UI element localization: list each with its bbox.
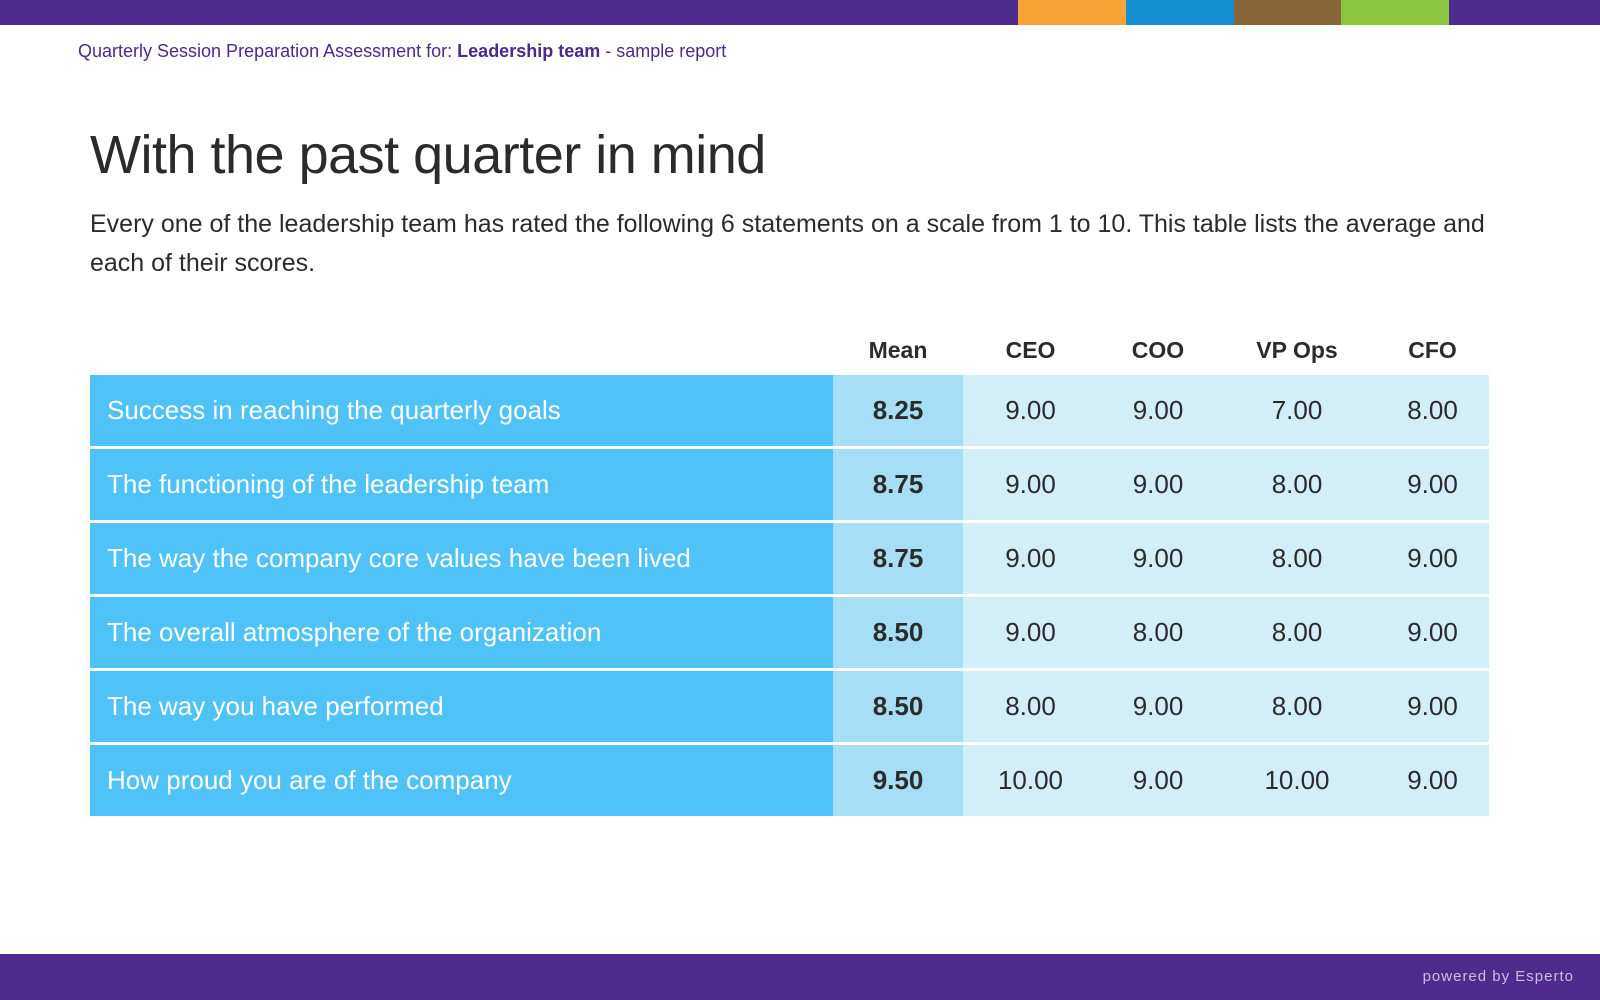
mean-cell: 9.50 <box>833 745 963 816</box>
coo-score-cell: 9.00 <box>1098 671 1218 742</box>
mean-cell: 8.50 <box>833 597 963 668</box>
table-row: The functioning of the leadership team 8… <box>90 449 1489 520</box>
top-bar-segment-purple <box>0 0 1018 25</box>
statement-cell: The functioning of the leadership team <box>90 449 833 520</box>
column-header-coo: COO <box>1131 336 1185 363</box>
top-bar-segment-blue <box>1126 0 1234 25</box>
statement-cell: The way you have performed <box>90 671 833 742</box>
statement-cell: The way the company core values have bee… <box>90 523 833 594</box>
vp-ops-score-cell: 10.00 <box>1218 745 1376 816</box>
header-suffix: - sample report <box>600 41 727 61</box>
coo-score-cell: 9.00 <box>1098 523 1218 594</box>
cfo-score-cell: 8.00 <box>1376 375 1489 446</box>
header-team-name: Leadership team <box>457 41 601 61</box>
column-header-cfo: CFO <box>1408 336 1457 363</box>
cfo-score-cell: 9.00 <box>1376 671 1489 742</box>
page-title: With the past quarter in mind <box>90 125 766 185</box>
ceo-score-cell: 9.00 <box>963 597 1098 668</box>
footer-bar: powered by Esperto <box>0 954 1600 1000</box>
column-header-mean: Mean <box>868 336 928 363</box>
table-header-row: Mean CEO COO VP Ops CFO <box>90 325 1489 375</box>
cfo-score-cell: 9.00 <box>1376 745 1489 816</box>
coo-score-cell: 9.00 <box>1098 375 1218 446</box>
cfo-score-cell: 9.00 <box>1376 597 1489 668</box>
column-header-vp-ops: VP Ops <box>1256 336 1338 363</box>
header-prefix: Quarterly Session Preparation Assessment… <box>78 41 458 61</box>
vp-ops-score-cell: 7.00 <box>1218 375 1376 446</box>
statement-cell: The overall atmosphere of the organizati… <box>90 597 833 668</box>
vp-ops-score-cell: 8.00 <box>1218 523 1376 594</box>
cfo-score-cell: 9.00 <box>1376 449 1489 520</box>
vp-ops-score-cell: 8.00 <box>1218 597 1376 668</box>
ceo-score-cell: 8.00 <box>963 671 1098 742</box>
coo-score-cell: 9.00 <box>1098 745 1218 816</box>
ceo-score-cell: 10.00 <box>963 745 1098 816</box>
ceo-score-cell: 9.00 <box>963 375 1098 446</box>
top-bar-segment-purple-end <box>1449 0 1600 25</box>
intro-text: Every one of the leadership team has rat… <box>90 210 1485 277</box>
mean-cell: 8.75 <box>833 449 963 520</box>
table-row: The overall atmosphere of the organizati… <box>90 597 1489 668</box>
mean-cell: 8.50 <box>833 671 963 742</box>
cfo-score-cell: 9.00 <box>1376 523 1489 594</box>
vp-ops-score-cell: 8.00 <box>1218 671 1376 742</box>
report-header: Quarterly Session Preparation Assessment… <box>78 41 726 62</box>
statement-cell: How proud you are of the company <box>90 745 833 816</box>
coo-score-cell: 8.00 <box>1098 597 1218 668</box>
powered-by-label: powered by Esperto <box>1422 968 1574 985</box>
vp-ops-score-cell: 8.00 <box>1218 449 1376 520</box>
top-bar-segment-brown <box>1234 0 1341 25</box>
column-header-ceo: CEO <box>1005 336 1056 363</box>
table-row: Success in reaching the quarterly goals … <box>90 375 1489 446</box>
coo-score-cell: 9.00 <box>1098 449 1218 520</box>
scores-table: Mean CEO COO VP Ops CFO Success in reach… <box>90 325 1489 819</box>
top-bar-segment-orange <box>1018 0 1126 25</box>
ceo-score-cell: 9.00 <box>963 449 1098 520</box>
ceo-score-cell: 9.00 <box>963 523 1098 594</box>
top-color-bar <box>0 0 1600 25</box>
top-bar-segment-green <box>1341 0 1449 25</box>
mean-cell: 8.25 <box>833 375 963 446</box>
table-row: How proud you are of the company 9.50 10… <box>90 745 1489 816</box>
table-row: The way the company core values have bee… <box>90 523 1489 594</box>
table-row: The way you have performed 8.50 8.00 9.0… <box>90 671 1489 742</box>
mean-cell: 8.75 <box>833 523 963 594</box>
statement-cell: Success in reaching the quarterly goals <box>90 375 833 446</box>
